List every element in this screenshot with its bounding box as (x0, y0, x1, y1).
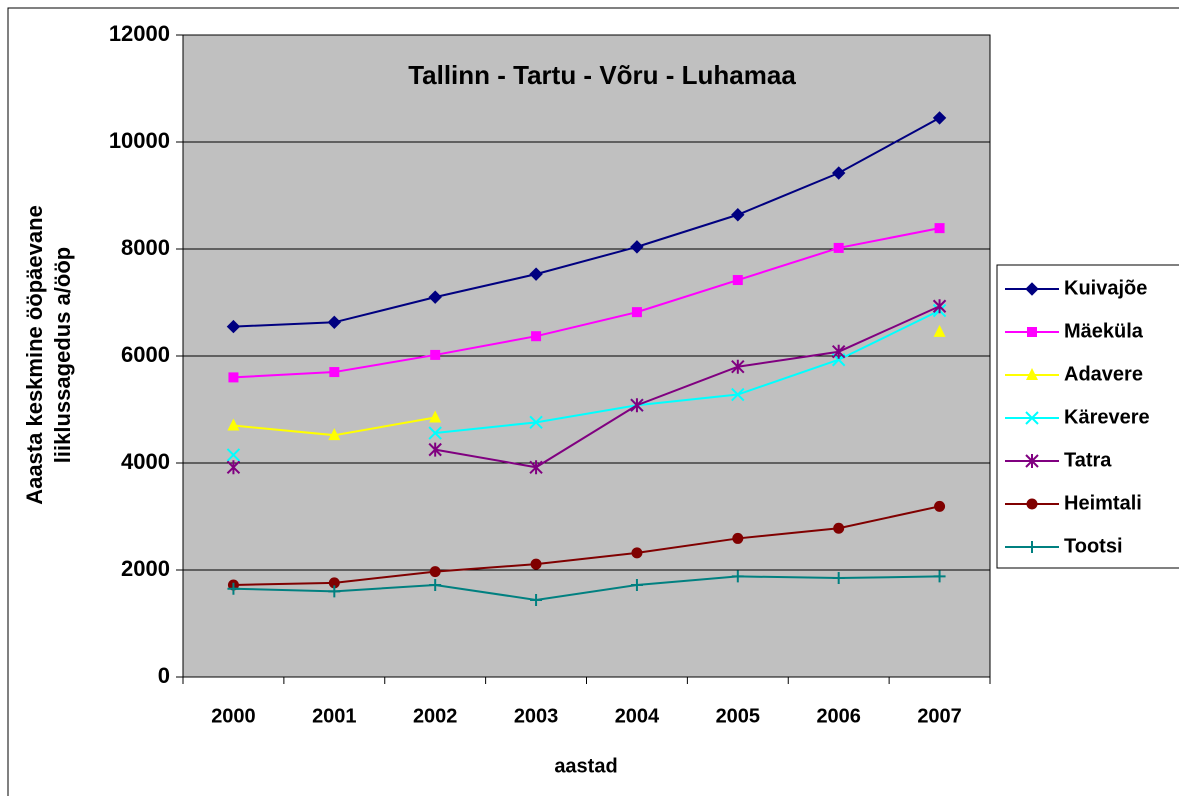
y-tick-label: 6000 (121, 342, 170, 367)
data-point (731, 359, 745, 374)
data-point (933, 570, 946, 583)
data-point (428, 426, 442, 440)
data-point (328, 585, 341, 598)
series-line (435, 305, 940, 469)
y-tick-label: 12000 (109, 21, 170, 46)
data-point (831, 166, 846, 180)
data-point (934, 223, 945, 234)
data-point (429, 566, 441, 578)
data-point (631, 307, 642, 318)
legend-label: Kärevere (1064, 406, 1150, 428)
chart-title: Tallinn - Tartu - Võru - Luhamaa (408, 60, 796, 90)
data-point (531, 331, 542, 342)
legend-marker (1026, 541, 1038, 553)
x-tick-label: 2003 (514, 705, 559, 727)
legend-marker (1025, 282, 1039, 296)
data-point (329, 367, 340, 378)
y-tick-label: 10000 (109, 128, 170, 153)
data-point (831, 344, 846, 359)
data-point (731, 570, 744, 583)
legend-marker (1026, 498, 1038, 510)
data-point (932, 111, 947, 125)
data-point (529, 415, 543, 430)
legend-label: Tootsi (1064, 535, 1123, 557)
data-point (428, 290, 442, 304)
legend-marker (1025, 454, 1039, 468)
x-tick-label: 2005 (716, 705, 761, 727)
x-tick-label: 2002 (413, 705, 458, 727)
series-line (233, 575, 940, 601)
data-point (529, 267, 543, 281)
x-tick-label: 2001 (312, 705, 357, 727)
data-point (226, 460, 241, 475)
data-point (731, 208, 745, 222)
data-point (228, 372, 239, 383)
legend-label: Heimtali (1064, 492, 1142, 514)
legend-label: Mäeküla (1064, 320, 1144, 342)
series-line (233, 227, 940, 379)
data-point (933, 324, 946, 337)
series-line (233, 117, 941, 328)
data-point (226, 448, 241, 462)
data-point (731, 387, 745, 402)
series-line (435, 309, 941, 435)
legend-marker (1025, 411, 1039, 425)
data-point (428, 442, 442, 457)
legend-label: Kuivajõe (1064, 277, 1147, 299)
data-point (430, 349, 441, 360)
data-point (934, 500, 946, 512)
data-point (530, 593, 543, 606)
y-axis-label: Aaasta keskmine ööpäevane (22, 205, 47, 505)
data-point (833, 522, 845, 534)
legend-marker (1027, 327, 1037, 337)
data-point (832, 572, 845, 585)
x-tick-label: 2000 (211, 705, 256, 727)
data-point (328, 577, 340, 589)
x-tick-label: 2007 (917, 705, 962, 727)
y-tick-label: 4000 (121, 449, 170, 474)
data-point (328, 428, 341, 441)
x-axis-label: aastad (554, 755, 617, 777)
data-point (630, 398, 644, 413)
data-point (530, 558, 542, 570)
data-point (227, 418, 240, 431)
series-line (233, 505, 940, 586)
legend (996, 264, 1179, 569)
y-axis-label: liiklussagedus a/ööp (50, 247, 75, 463)
data-point (732, 532, 744, 544)
data-point (833, 242, 844, 253)
data-point (630, 578, 643, 591)
data-point (529, 460, 543, 475)
data-point (732, 275, 743, 286)
x-tick-label: 2006 (816, 705, 861, 727)
data-point (327, 315, 342, 330)
data-point (429, 578, 442, 591)
legend-label: Adavere (1064, 363, 1143, 385)
y-tick-label: 0 (158, 663, 170, 688)
data-point (227, 582, 240, 595)
data-point (226, 319, 241, 334)
x-tick-label: 2004 (615, 705, 660, 727)
legend-label: Tatra (1064, 449, 1112, 471)
data-point (631, 547, 643, 559)
legend-marker (1026, 368, 1038, 380)
y-tick-label: 8000 (121, 235, 170, 260)
y-tick-label: 2000 (121, 556, 170, 581)
data-point (429, 410, 442, 423)
data-point (932, 299, 947, 314)
data-point (630, 240, 644, 254)
